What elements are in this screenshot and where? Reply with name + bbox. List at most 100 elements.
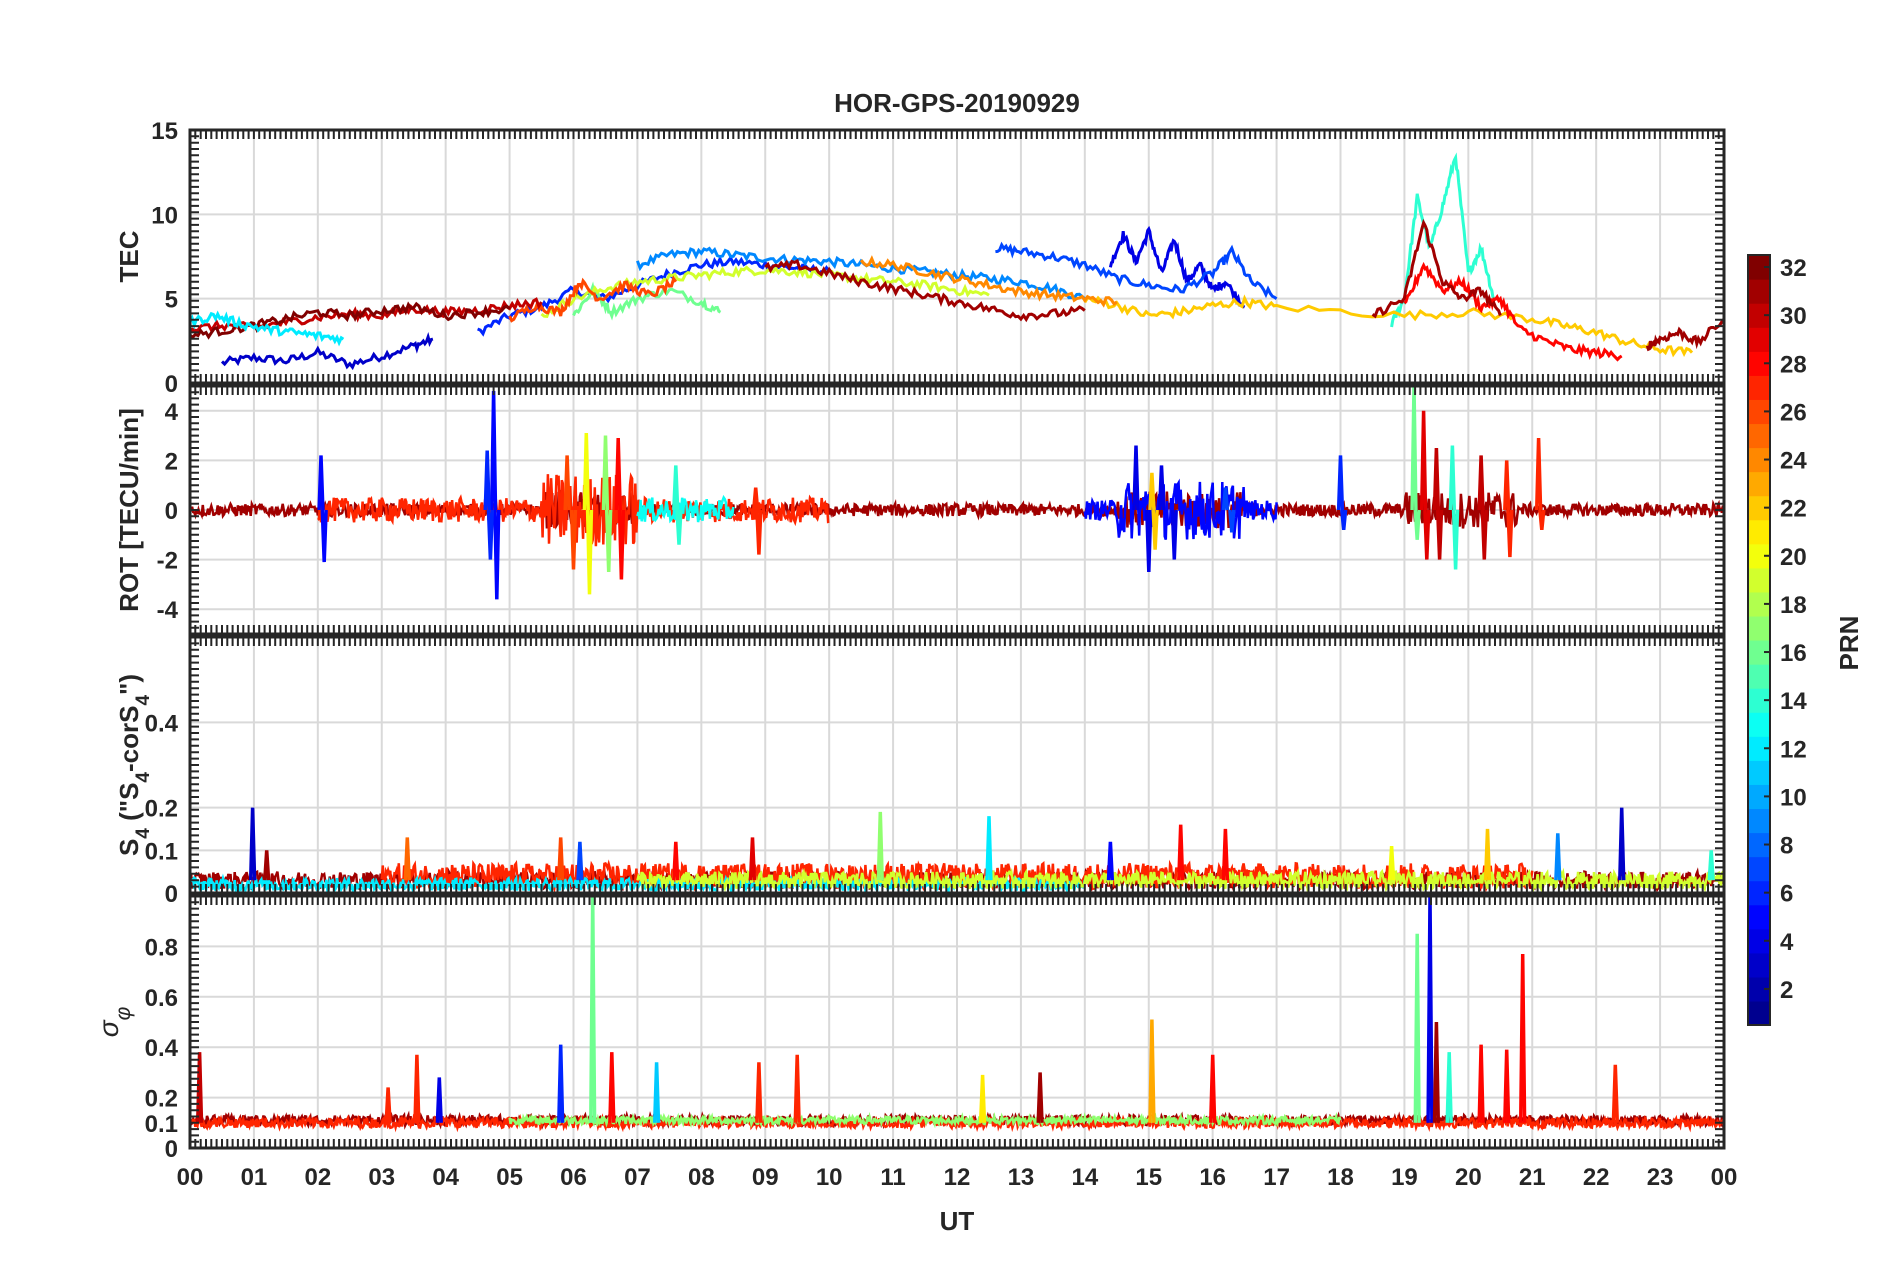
x-tick-label: 07 bbox=[624, 1164, 651, 1191]
spike-prn-27 bbox=[1506, 509, 1514, 558]
series-prn-14 bbox=[1390, 152, 1496, 328]
x-tick-label: 13 bbox=[1008, 1164, 1035, 1191]
panel-s4: 0 0.1 0.2 0.4S4 ("S4-corS4") bbox=[114, 635, 1726, 908]
spike-prn-30 bbox=[1480, 509, 1488, 560]
spike-prn-6 bbox=[1340, 509, 1348, 530]
spike-prn-26 bbox=[557, 837, 565, 881]
spike-prn-16 bbox=[1413, 509, 1421, 540]
colorbar-bin bbox=[1748, 303, 1770, 328]
spike-prn-28 bbox=[617, 509, 626, 580]
spike-prn-28 bbox=[1477, 1044, 1485, 1123]
spike-prn-17 bbox=[604, 509, 613, 573]
colorbar-bin bbox=[1748, 640, 1770, 665]
colorbar-bin bbox=[1748, 952, 1770, 978]
colorbar-tick-label: 22 bbox=[1780, 496, 1807, 523]
y-axis-label-sigma_phi: σφ bbox=[93, 1006, 135, 1037]
series-prn-22 bbox=[1083, 294, 1694, 358]
y-tick-label-tec: 15 bbox=[151, 118, 178, 145]
spike-prn-5 bbox=[493, 509, 501, 600]
spike-prn-30 bbox=[1477, 455, 1485, 511]
colorbar-tick-label: 20 bbox=[1780, 544, 1807, 571]
spike-prn-31 bbox=[263, 850, 271, 881]
colorbar-tick-label: 12 bbox=[1780, 736, 1807, 763]
colorbar-tick-label: 4 bbox=[1780, 929, 1794, 956]
spike-prn-28 bbox=[1177, 824, 1185, 881]
colorbar-bin bbox=[1748, 736, 1770, 761]
minor-ticks-sigma_phi bbox=[189, 895, 1725, 1149]
colorbar-bin bbox=[1748, 712, 1770, 737]
spike-prn-25 bbox=[403, 837, 411, 881]
x-tick-label: 16 bbox=[1199, 1164, 1226, 1191]
y-tick-label-rot: -2 bbox=[157, 548, 178, 575]
y-tick-label-sigma_phi: 0.1 bbox=[145, 1111, 178, 1138]
colorbar-tick-label: 16 bbox=[1780, 640, 1807, 667]
colorbar-bin bbox=[1748, 664, 1770, 689]
colorbar-bin bbox=[1748, 447, 1770, 473]
colorbar-bin bbox=[1748, 688, 1770, 713]
spike-prn-29 bbox=[1423, 509, 1431, 560]
colorbar-bin bbox=[1748, 399, 1770, 425]
colorbar-tick-label: 14 bbox=[1780, 688, 1807, 715]
spike-prn-4 bbox=[1426, 896, 1434, 1123]
spike-prn-27 bbox=[384, 1087, 392, 1123]
spike-prn-7 bbox=[1228, 509, 1236, 533]
spike-prn-29 bbox=[1419, 410, 1428, 511]
y-tick-label-s4: 0.1 bbox=[145, 838, 178, 865]
x-tick-label: 10 bbox=[816, 1164, 843, 1191]
colorbar-bin bbox=[1748, 255, 1770, 280]
spike-prn-16 bbox=[1410, 386, 1418, 511]
x-tick-label: 00 bbox=[177, 1164, 204, 1191]
colorbar-bin bbox=[1748, 928, 1770, 954]
minor-ticks-s4 bbox=[189, 636, 1725, 894]
spike-prn-28 bbox=[1503, 1049, 1511, 1123]
spike-prn-16 bbox=[589, 896, 597, 1123]
y-tick-label-sigma_phi: 0.2 bbox=[145, 1086, 178, 1113]
colorbar-bin bbox=[1748, 760, 1770, 785]
colorbar-bin bbox=[1748, 784, 1770, 810]
y-tick-label-s4: 0 bbox=[165, 881, 178, 908]
tick-marks-s4 bbox=[189, 636, 1725, 894]
y-axis-label-tec: TEC bbox=[114, 230, 144, 282]
series-prn-31 bbox=[764, 258, 1086, 323]
colorbar-bin bbox=[1748, 495, 1770, 521]
spike-prn-5 bbox=[317, 455, 325, 511]
series-prn-16 bbox=[572, 281, 722, 321]
spike-prn-31 bbox=[1036, 1072, 1044, 1123]
colorbar-tick-label: 26 bbox=[1780, 399, 1807, 426]
spike-prn-28 bbox=[1518, 953, 1527, 1123]
spike-prn-27 bbox=[1538, 509, 1546, 530]
spike-prn-14 bbox=[1451, 509, 1460, 570]
spike-prn-17 bbox=[876, 811, 884, 881]
colorbar-bin bbox=[1748, 423, 1770, 449]
y-axis-label-rot: ROT [TECU/min] bbox=[114, 408, 144, 612]
spike-prn-29 bbox=[748, 837, 757, 881]
spike-prn-30 bbox=[1432, 447, 1441, 511]
tick-marks-sigma_phi bbox=[189, 895, 1725, 1149]
spike-prn-14 bbox=[1445, 1052, 1453, 1123]
colorbar-bin bbox=[1748, 856, 1770, 882]
x-tick-label: 04 bbox=[432, 1164, 459, 1191]
spike-prn-5 bbox=[1106, 841, 1115, 881]
spike-prn-5 bbox=[489, 390, 498, 511]
series-prn-31 bbox=[1371, 218, 1502, 319]
colorbar-frame bbox=[1747, 254, 1771, 1026]
spike-prn-28 bbox=[608, 1052, 616, 1123]
colorbar-bin bbox=[1748, 519, 1770, 545]
x-tick-label: 12 bbox=[944, 1164, 971, 1191]
x-tick-label: 11 bbox=[880, 1164, 905, 1191]
series-baseline-prn-5 bbox=[1083, 478, 1278, 540]
panel-tec: 0 5 10 15 TEC bbox=[114, 118, 1726, 398]
colorbar-bin bbox=[1748, 880, 1770, 906]
series-prn-3 bbox=[220, 332, 434, 371]
colorbar-bin bbox=[1748, 832, 1770, 858]
colorbar-bin bbox=[1748, 976, 1770, 1002]
plot-area-tec bbox=[190, 152, 1724, 371]
x-tick-label: 05 bbox=[496, 1164, 523, 1191]
colorbar-bin bbox=[1748, 279, 1770, 304]
y-tick-label-sigma_phi: 0.4 bbox=[145, 1035, 179, 1062]
spike-prn-4 bbox=[1145, 509, 1153, 573]
spike-prn-17 bbox=[601, 435, 610, 511]
y-tick-label-sigma_phi: 0.8 bbox=[145, 934, 178, 961]
